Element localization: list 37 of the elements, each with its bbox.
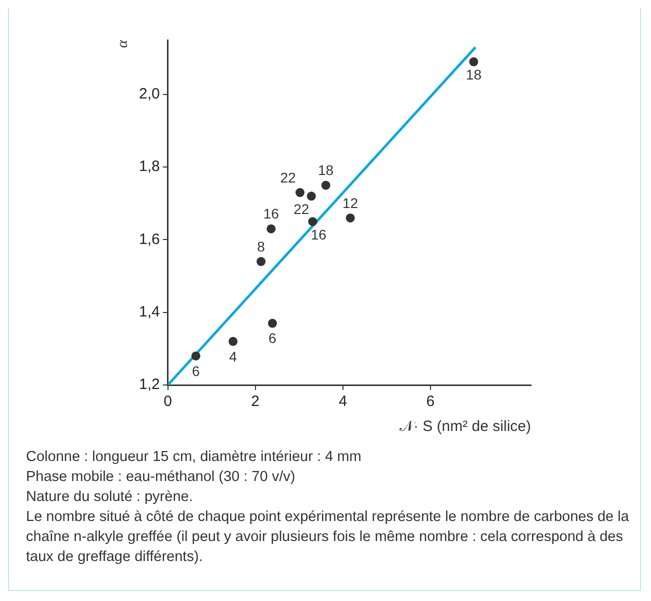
annotation: 18: [466, 66, 482, 83]
x-axis-title: 𝒩· S (nm² de silice): [399, 418, 531, 436]
annotation: 16: [310, 226, 327, 242]
annotation: 12: [342, 194, 358, 211]
point: [321, 180, 330, 190]
point: [191, 351, 200, 360]
point: [228, 336, 238, 346]
annotation: 6: [192, 362, 200, 379]
y-tick-label: 1,8: [138, 158, 160, 176]
point: [256, 257, 266, 266]
point: [346, 213, 355, 222]
annotation: 6: [268, 330, 277, 346]
y-tick-label: 1,6: [138, 230, 160, 248]
x-tick-label: 4: [338, 393, 348, 410]
y-axis-title: α: [114, 38, 131, 48]
point: [308, 217, 318, 226]
y-tick-label: 2,0: [138, 86, 160, 103]
annotation: 4: [229, 348, 238, 364]
annotation: 22: [294, 201, 310, 218]
point: [469, 57, 478, 66]
y-tick-label: 1,2: [138, 376, 160, 394]
x-tick-label: 2: [251, 393, 260, 410]
annotation: 16: [263, 206, 280, 222]
point: [306, 192, 316, 201]
text: Nature du soluté : pyrène.: [26, 488, 194, 507]
text: Colonne : longueur 15 cm, diamètre intérieur : 4 mm: [26, 448, 362, 467]
x-tick-label: 0: [164, 393, 172, 410]
annotation: 22: [280, 169, 296, 186]
y-tick-label: 1,4: [138, 304, 160, 321]
point: [295, 188, 304, 198]
x-tick-label: 6: [426, 393, 435, 410]
point: [268, 318, 277, 328]
annotation: 18: [318, 162, 334, 178]
point: [266, 224, 276, 234]
text: Le nombre situé à côté de chaque point expérimental représente le nombre de carbones de la chaîne n-alkyle greffée (il peut y avoir plusieurs fois le même nombre : cela correspond à des taux de greffage différents).: [26, 508, 630, 567]
text: Phase mobile : eau-méthanol (30 : 70 v/v): [26, 468, 296, 487]
annotation: 8: [257, 238, 266, 254]
